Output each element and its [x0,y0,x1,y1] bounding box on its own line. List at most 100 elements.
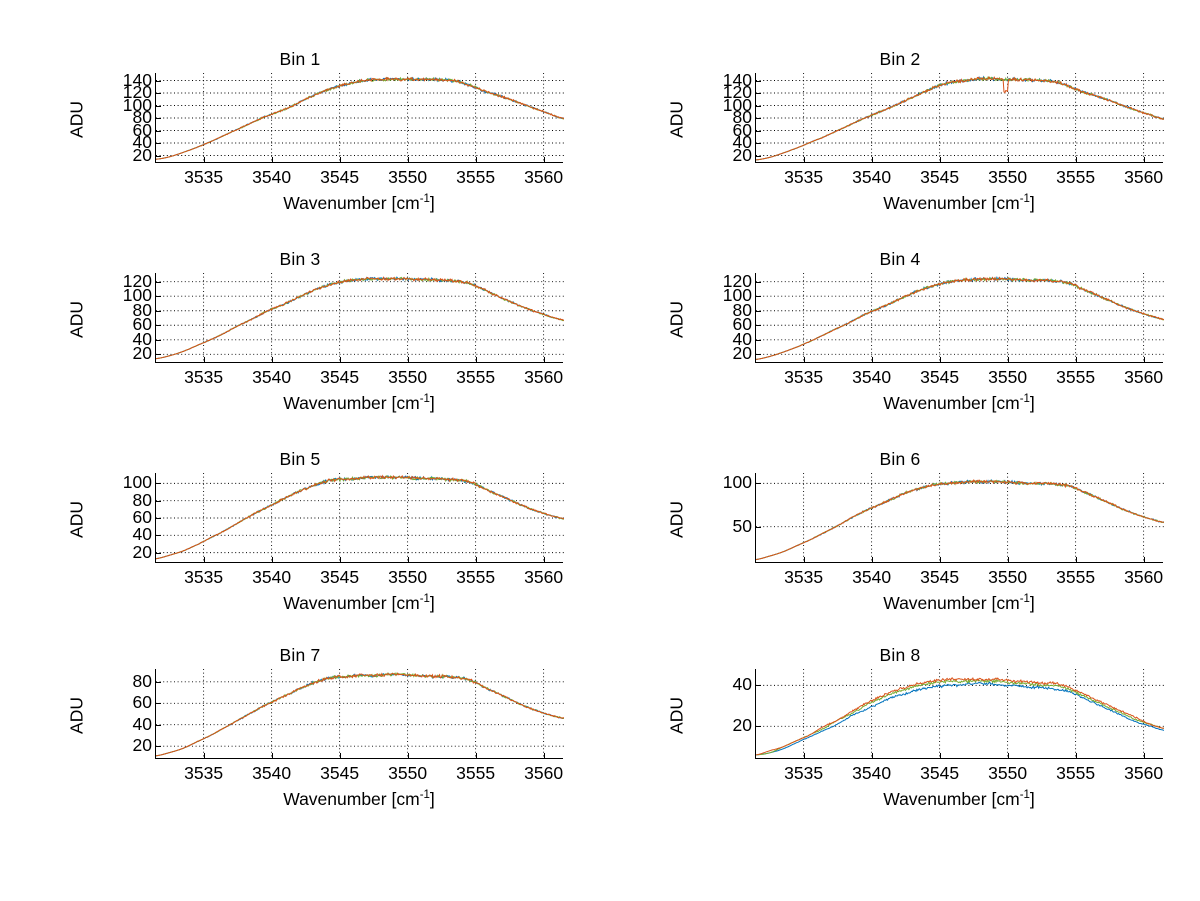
x-tick-mark [871,753,873,758]
y-tick-mark [156,339,161,341]
y-tick-mark [156,746,161,748]
x-tick-label: 3550 [388,763,428,783]
x-tick-mark [475,157,477,162]
y-tick-label: 60 [732,314,752,335]
x-tick-mark [475,557,477,562]
y-axis-label: ADU [666,73,688,163]
x-tick-mark [271,753,273,758]
x-tick-mark [1075,753,1077,758]
y-tick-label: 20 [132,735,152,756]
x-tick-mark [543,753,545,758]
x-axis-label-exponent: -1 [419,393,430,406]
y-axis-label-text: ADU [666,697,687,734]
x-axis-label-exponent: -1 [419,193,430,206]
y-tick-mark [156,681,161,683]
x-tick-label: 3535 [784,367,824,387]
y-axis-label-text: ADU [66,501,87,538]
x-axis-label-exponent: -1 [1019,593,1030,606]
x-tick-label: 3550 [988,167,1028,187]
y-tick-mark [156,310,161,312]
x-tick-label: 3535 [784,567,824,587]
plot-area: 20 40 60 80 100 120 140 3535 3540 3545 3550 3555 356… [723,71,1164,186]
y-tick-mark [756,281,761,283]
x-axis-label-text: Wavenumber [cm [283,593,420,613]
x-tick-label: 3560 [1124,567,1164,587]
x-axis-label-text: Wavenumber [cm [283,193,420,213]
plot-area: 20 40 60 80 100 120 140 3535 3540 3545 3550 3555 356… [123,71,564,186]
x-axis-label: Wavenumber [cm-1] [155,789,563,810]
x-axis-label: Wavenumber [cm-1] [155,193,563,214]
x-tick-label: 3560 [1124,763,1164,783]
x-tick-label: 3540 [852,167,892,187]
series-line-green [156,475,564,560]
y-tick-label: 100 [722,94,752,115]
x-tick-label: 3550 [388,167,428,187]
x-axis-label: Wavenumber [cm-1] [755,593,1163,614]
x-tick-label: 3545 [320,567,360,587]
x-tick-label: 3555 [456,167,496,187]
y-axis-label: ADU [66,669,88,759]
x-tick-label: 3540 [252,567,292,587]
panel-title: Bin 7 [279,645,321,665]
y-tick-mark [756,310,761,312]
x-tick-label: 3560 [524,167,564,187]
series-line-green [756,479,1164,561]
series-line-green [156,76,564,160]
grid-lines [156,73,564,163]
plot-canvas [756,73,1164,163]
x-tick-mark [203,557,205,562]
y-axis-label: ADU [666,669,688,759]
x-axis-label: Wavenumber [cm-1] [755,393,1163,414]
series-line-blue [156,276,564,360]
y-tick-mark [156,535,161,537]
plot-area: 20 40 3535 3540 3545 3550 3555 3560 [733,669,1164,782]
series-line-blue [156,672,564,757]
x-tick-label: 3535 [784,763,824,783]
x-tick-label: 3555 [1056,763,1096,783]
y-tick-label: 80 [732,299,752,320]
grid-lines [756,473,1164,563]
panel-title: Bin 8 [879,645,921,665]
x-axis-label-bracket: ] [1029,193,1035,213]
x-tick-label: 3560 [1124,167,1164,187]
x-tick-mark [203,753,205,758]
y-tick-label: 60 [132,506,152,527]
y-tick-mark [156,325,161,327]
y-tick-label: 20 [132,343,152,364]
x-tick-mark [803,157,805,162]
panel-title: Bin 5 [279,449,321,469]
x-tick-label: 3545 [320,367,360,387]
y-tick-label: 40 [132,328,152,349]
y-tick-mark [756,354,761,356]
x-axis-label-text: Wavenumber [cm [883,789,1020,809]
series-line-orange [756,479,1164,561]
x-tick-mark [339,357,341,362]
x-tick-mark [1007,557,1009,562]
series-line-orange [756,76,1164,161]
y-tick-label: 40 [132,131,152,152]
x-tick-label: 3535 [184,567,224,587]
y-tick-mark [156,354,161,356]
y-tick-label: 80 [132,670,152,691]
y-tick-mark [756,726,761,728]
x-tick-mark [803,357,805,362]
y-tick-mark [756,155,761,157]
x-axis-label: Wavenumber [cm-1] [755,789,1163,810]
x-tick-mark [871,357,873,362]
y-tick-mark [156,281,161,283]
x-tick-mark [407,157,409,162]
x-axis-label: Wavenumber [cm-1] [155,393,563,414]
x-tick-mark [1143,557,1145,562]
y-tick-label: 120 [122,270,152,291]
x-tick-mark [939,557,941,562]
y-tick-label: 80 [732,106,752,127]
x-tick-label: 3550 [988,763,1028,783]
x-tick-label: 3555 [456,763,496,783]
chart-panel-bin-4: Bin 4 ADU 20 40 60 80 100 120 3535 3540 3545 3550 35… [600,245,1200,445]
x-tick-label: 3540 [252,367,292,387]
x-tick-mark [803,557,805,562]
x-tick-label: 3560 [524,763,564,783]
x-tick-label: 3545 [920,567,960,587]
x-tick-label: 3555 [1056,567,1096,587]
panel-title: Bin 4 [879,249,921,269]
